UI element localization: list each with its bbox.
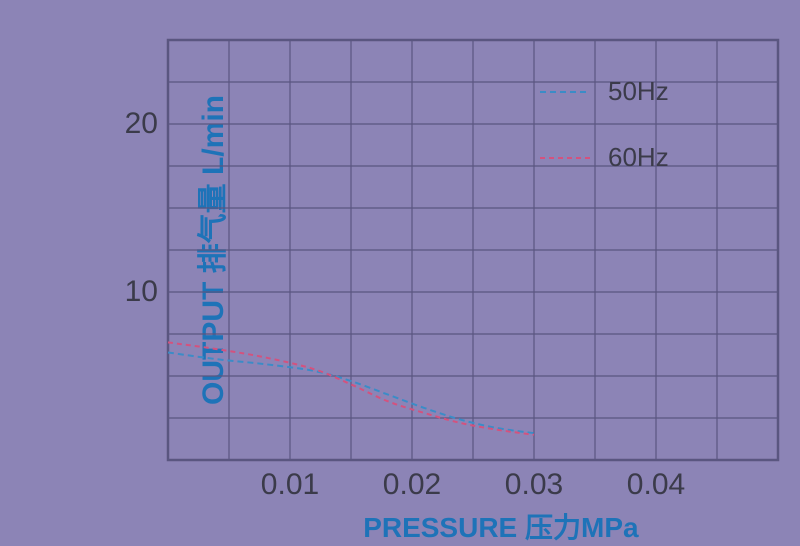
y-tick-label: 20 (108, 107, 158, 141)
chart-container: OUTPUT 排气量 L/min PRESSURE 压力MPa 50Hz60Hz… (0, 0, 800, 546)
x-tick-label: 0.03 (505, 468, 563, 502)
y-tick-label: 10 (108, 275, 158, 309)
legend-label-50Hz: 50Hz (608, 76, 669, 107)
x-tick-label: 0.01 (261, 468, 319, 502)
chart-svg (0, 0, 800, 546)
x-tick-label: 0.02 (383, 468, 441, 502)
legend-label-60Hz: 60Hz (608, 142, 669, 173)
x-tick-label: 0.04 (627, 468, 685, 502)
